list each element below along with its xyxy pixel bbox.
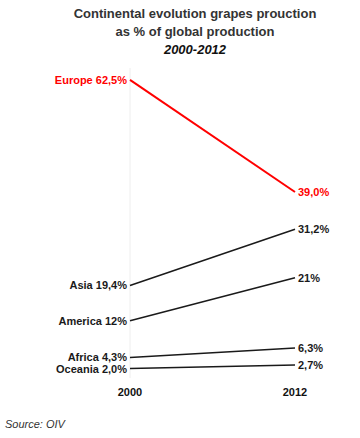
chart: Continental evolution grapes prouction as… — [0, 0, 360, 438]
source-note: Source: OIV — [5, 418, 67, 430]
series-line — [130, 365, 295, 368]
data-label: 2,0% — [102, 363, 127, 375]
title: Continental evolution grapes prouction as… — [74, 6, 317, 39]
data-label: 19,4% — [96, 279, 127, 291]
series-name: Europe — [55, 74, 93, 86]
subtitle: 2000-2012 — [163, 42, 227, 57]
series-name: Oceania — [56, 363, 100, 375]
series-line — [130, 229, 295, 285]
data-label: 4,3% — [102, 351, 127, 363]
data-label: 31,2% — [298, 223, 329, 235]
left-label: Asia 19,4% — [69, 279, 127, 291]
left-label: Oceania 2,0% — [56, 363, 127, 375]
title-line: as % of global production — [116, 24, 275, 39]
series-name: Asia — [69, 279, 93, 291]
y-axis-line — [130, 68, 131, 378]
data-label: 21% — [298, 272, 320, 284]
series-name: America — [58, 315, 102, 327]
left-label: Africa 4,3% — [68, 351, 128, 363]
series-line — [130, 80, 295, 192]
data-label: 39,0% — [298, 186, 329, 198]
data-label: 2,7% — [298, 359, 323, 371]
x-tick-label: 2012 — [283, 386, 307, 398]
title-line: Continental evolution grapes prouction — [74, 6, 317, 21]
x-tick-label: 2000 — [118, 386, 142, 398]
data-label: 12% — [105, 315, 127, 327]
left-label: Europe 62,5% — [55, 74, 127, 86]
series-line — [130, 278, 295, 321]
left-label: America 12% — [58, 315, 127, 327]
data-label: 62,5% — [96, 74, 127, 86]
marks — [130, 80, 295, 369]
data-label: 6,3% — [298, 342, 323, 354]
series-name: Africa — [68, 351, 100, 363]
series-line — [130, 348, 295, 358]
